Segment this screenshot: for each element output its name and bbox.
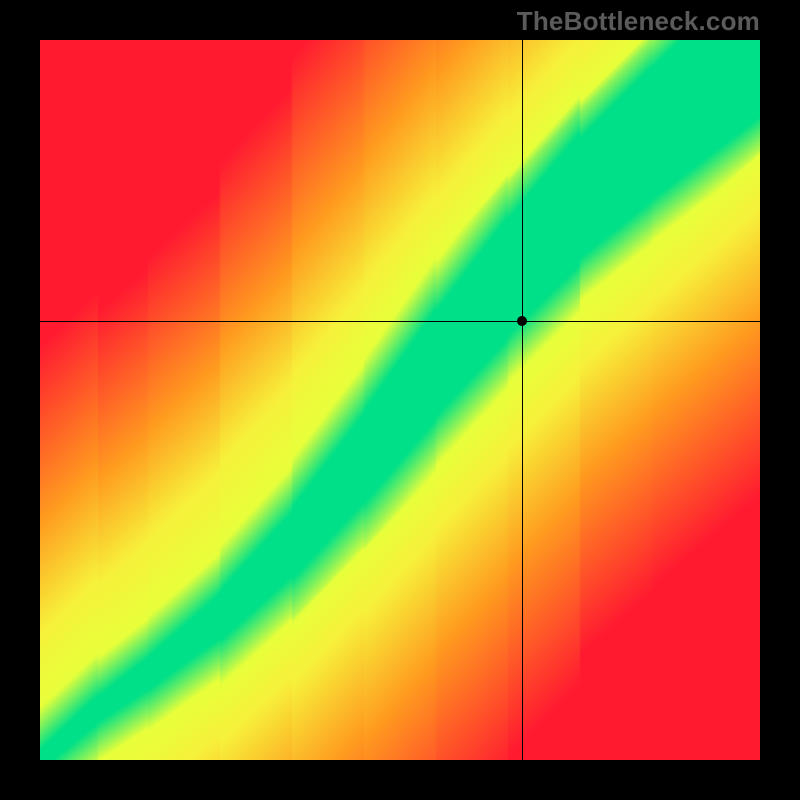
frame: TheBottleneck.com <box>0 0 800 800</box>
crosshair-vertical <box>522 40 523 760</box>
watermark-text: TheBottleneck.com <box>517 6 760 37</box>
bottleneck-heatmap <box>40 40 760 760</box>
selection-marker <box>517 316 527 326</box>
crosshair-horizontal <box>40 321 760 322</box>
